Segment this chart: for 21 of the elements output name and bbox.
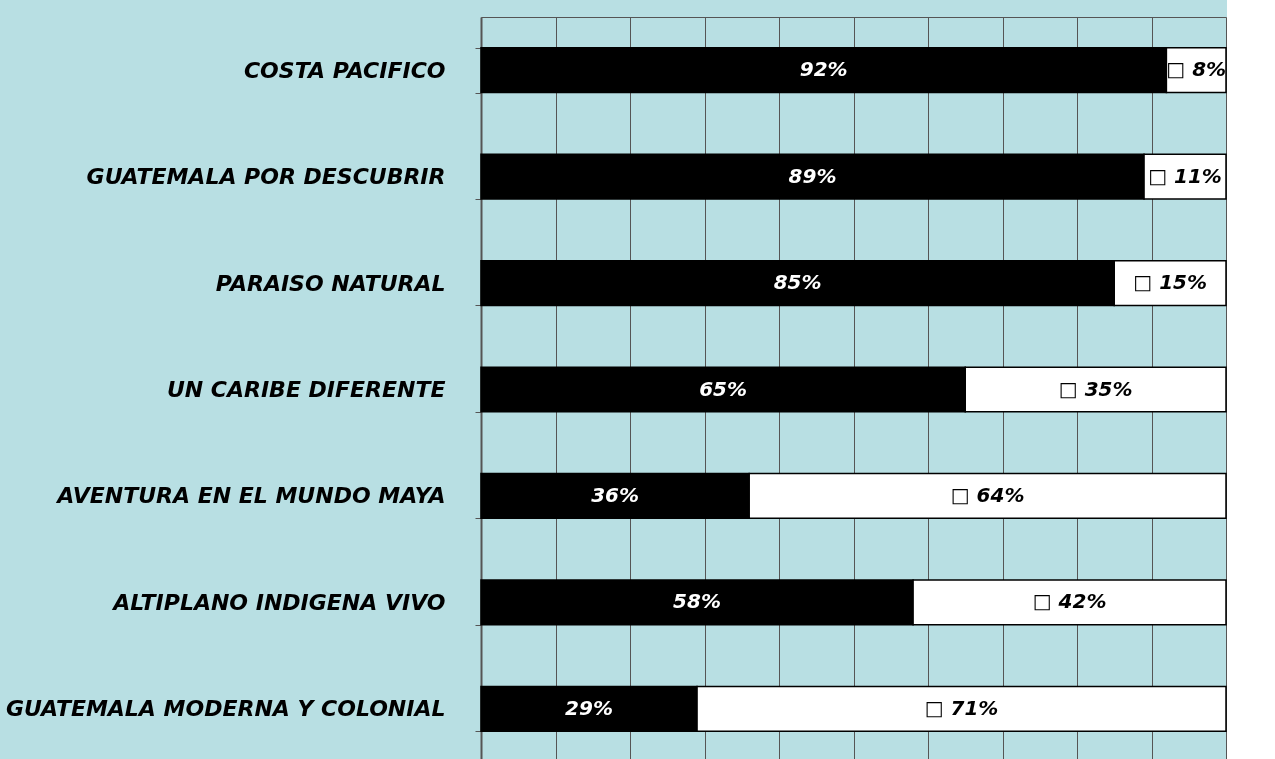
y-tick-label: GUATEMALA MODERNA Y COLONIAL	[6, 696, 446, 722]
data-label: □ 71%	[924, 695, 999, 720]
data-label: 89%	[788, 163, 837, 188]
data-label: □ 8%	[1166, 57, 1227, 82]
y-tick-label: GUATEMALA POR DESCUBRIR	[86, 164, 446, 190]
data-label: □ 11%	[1148, 163, 1222, 188]
data-label: 58%	[673, 589, 721, 614]
data-label: □ 42%	[1032, 589, 1107, 614]
data-label: 36%	[591, 482, 640, 507]
data-label: □ 64%	[950, 482, 1025, 507]
y-tick-label: UN CARIBE DIFERENTE	[166, 377, 446, 402]
y-tick-label: COSTA PACIFICO	[243, 57, 446, 83]
data-label: 29%	[565, 695, 613, 720]
data-label: □ 35%	[1058, 376, 1133, 401]
y-tick-label: ALTIPLANO INDIGENA VIVO	[111, 589, 446, 615]
data-label: 85%	[773, 270, 822, 295]
data-label: 65%	[699, 376, 748, 401]
data-label: 92%	[799, 57, 848, 82]
data-label: □ 15%	[1133, 270, 1207, 295]
y-tick-label: AVENTURA EN EL MUNDO MAYA	[55, 483, 446, 509]
y-tick-label: PARAISO NATURAL	[215, 270, 446, 296]
